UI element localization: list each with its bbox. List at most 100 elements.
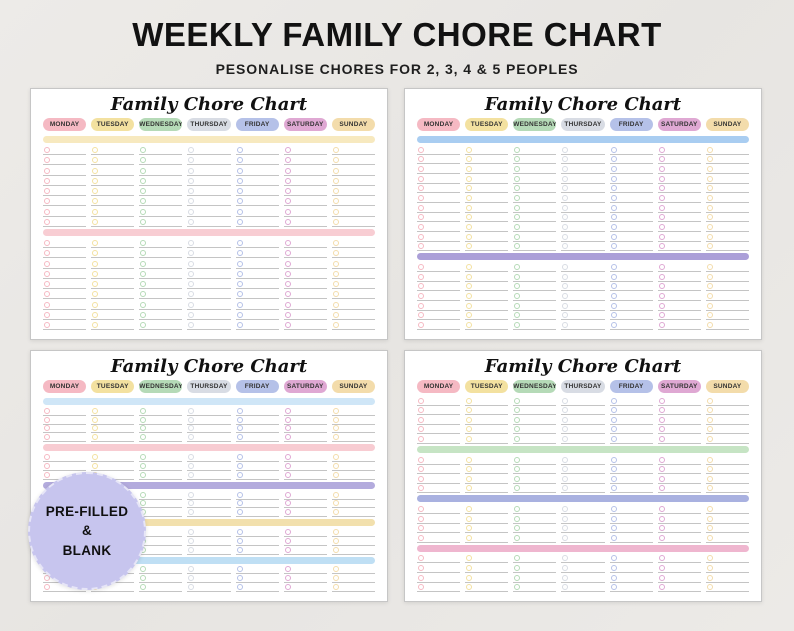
- checkbox-circle: [514, 407, 521, 414]
- chore-cell: [465, 514, 509, 524]
- chore-cell: [561, 474, 605, 484]
- chore-cell: [235, 425, 279, 434]
- checkbox-circle: [236, 147, 243, 154]
- checkbox-circle: [418, 564, 424, 571]
- chore-row: [43, 258, 375, 269]
- chore-cell: [43, 165, 87, 176]
- chore-cell: [657, 213, 701, 223]
- chore-cell: [417, 455, 461, 465]
- checkbox-circle: [284, 434, 291, 441]
- checkbox-circle: [236, 177, 243, 184]
- checkbox-circle: [188, 425, 195, 432]
- day-pill-thursday: THURSDAY: [561, 118, 605, 131]
- checkbox-circle: [332, 491, 339, 498]
- chore-cell: [283, 196, 327, 207]
- chore-cell: [513, 155, 557, 165]
- chore-cell: [331, 258, 375, 269]
- checkbox-circle: [514, 264, 521, 271]
- checkbox-circle: [466, 466, 473, 473]
- checkbox-circle: [332, 177, 339, 184]
- chore-cell: [235, 471, 279, 480]
- chore-cell: [465, 291, 509, 302]
- chore-cell: [513, 455, 557, 465]
- chore-cell: [91, 145, 135, 156]
- chore-cell: [43, 462, 87, 471]
- chore-cell: [283, 165, 327, 176]
- checkbox-circle: [514, 273, 521, 280]
- section-divider-bar: [43, 556, 375, 564]
- chore-cell: [417, 484, 461, 494]
- chore-cell: [465, 174, 509, 184]
- chore-cell: [331, 453, 375, 463]
- checkbox-circle: [44, 471, 50, 478]
- checkbox-circle: [418, 322, 424, 329]
- checkbox-circle: [284, 167, 291, 174]
- chore-cell: [139, 176, 183, 186]
- checkbox-circle: [658, 564, 665, 571]
- checkbox-circle: [514, 322, 521, 329]
- chore-cell: [609, 396, 653, 406]
- checkbox-circle: [418, 505, 424, 512]
- checkbox-circle: [140, 311, 147, 318]
- checkbox-circle: [92, 250, 99, 257]
- checkbox-circle: [92, 208, 99, 215]
- chore-cell: [187, 583, 231, 592]
- badge-line-3: BLANK: [62, 542, 112, 558]
- checkbox-circle: [332, 157, 339, 164]
- checkbox-circle: [284, 291, 291, 298]
- checkbox-circle: [236, 321, 243, 328]
- checkbox-circle: [236, 454, 243, 461]
- chore-cell: [465, 184, 509, 194]
- checkbox-circle: [514, 574, 521, 581]
- chore-cell: [187, 425, 231, 434]
- chore-cell: [187, 310, 231, 320]
- chore-cell: [609, 320, 653, 331]
- chore-cell: [43, 217, 87, 227]
- section-divider-bar: [43, 136, 375, 143]
- chore-cell: [417, 425, 461, 435]
- chore-cell: [283, 528, 327, 537]
- checkbox-circle: [610, 302, 617, 309]
- chore-cell: [139, 248, 183, 259]
- checkbox-circle: [610, 574, 617, 581]
- checkbox-circle: [44, 416, 50, 423]
- checkbox-circle: [140, 281, 147, 288]
- checkbox-circle: [610, 485, 617, 492]
- checkbox-circle: [466, 505, 473, 512]
- chore-cell: [513, 563, 557, 573]
- chore-row: [43, 196, 375, 207]
- checkbox-circle: [236, 291, 243, 298]
- chore-cell: [235, 583, 279, 592]
- chore-cell: [465, 242, 509, 252]
- chore-cell: [465, 301, 509, 311]
- checkbox-circle: [610, 214, 617, 221]
- checkbox-circle: [418, 166, 424, 173]
- checkbox-circle: [658, 574, 665, 581]
- checkbox-circle: [284, 454, 291, 461]
- checkbox-circle: [418, 243, 424, 250]
- checkbox-circle: [418, 293, 424, 300]
- checkbox-circle: [466, 166, 473, 173]
- chore-cell: [91, 196, 135, 207]
- chore-cell: [43, 279, 87, 290]
- checkbox-circle: [332, 407, 339, 414]
- checkbox-circle: [706, 555, 713, 562]
- checkbox-circle: [610, 584, 617, 591]
- chore-cell: [657, 272, 701, 282]
- chore-cell: [417, 184, 461, 194]
- checkbox-circle: [562, 426, 569, 433]
- checkbox-circle: [44, 575, 50, 582]
- chore-chart-card: Family Chore Chart MONDAY TUESDAY WEDNESDAY…: [30, 88, 388, 340]
- chore-cell: [283, 320, 327, 330]
- checkbox-circle: [610, 312, 617, 319]
- chore-cell: [187, 537, 231, 546]
- page-header: WEEKLY FAMILY CHORE CHART PESONALISE CHO…: [0, 0, 794, 77]
- chore-cell: [187, 279, 231, 290]
- checkbox-circle: [418, 264, 424, 271]
- chore-row: [417, 155, 749, 165]
- chore-cell: [513, 232, 557, 242]
- chore-cell: [513, 425, 557, 435]
- checkbox-circle: [514, 515, 521, 522]
- chore-cell: [43, 289, 87, 300]
- checkbox-circle: [140, 208, 147, 215]
